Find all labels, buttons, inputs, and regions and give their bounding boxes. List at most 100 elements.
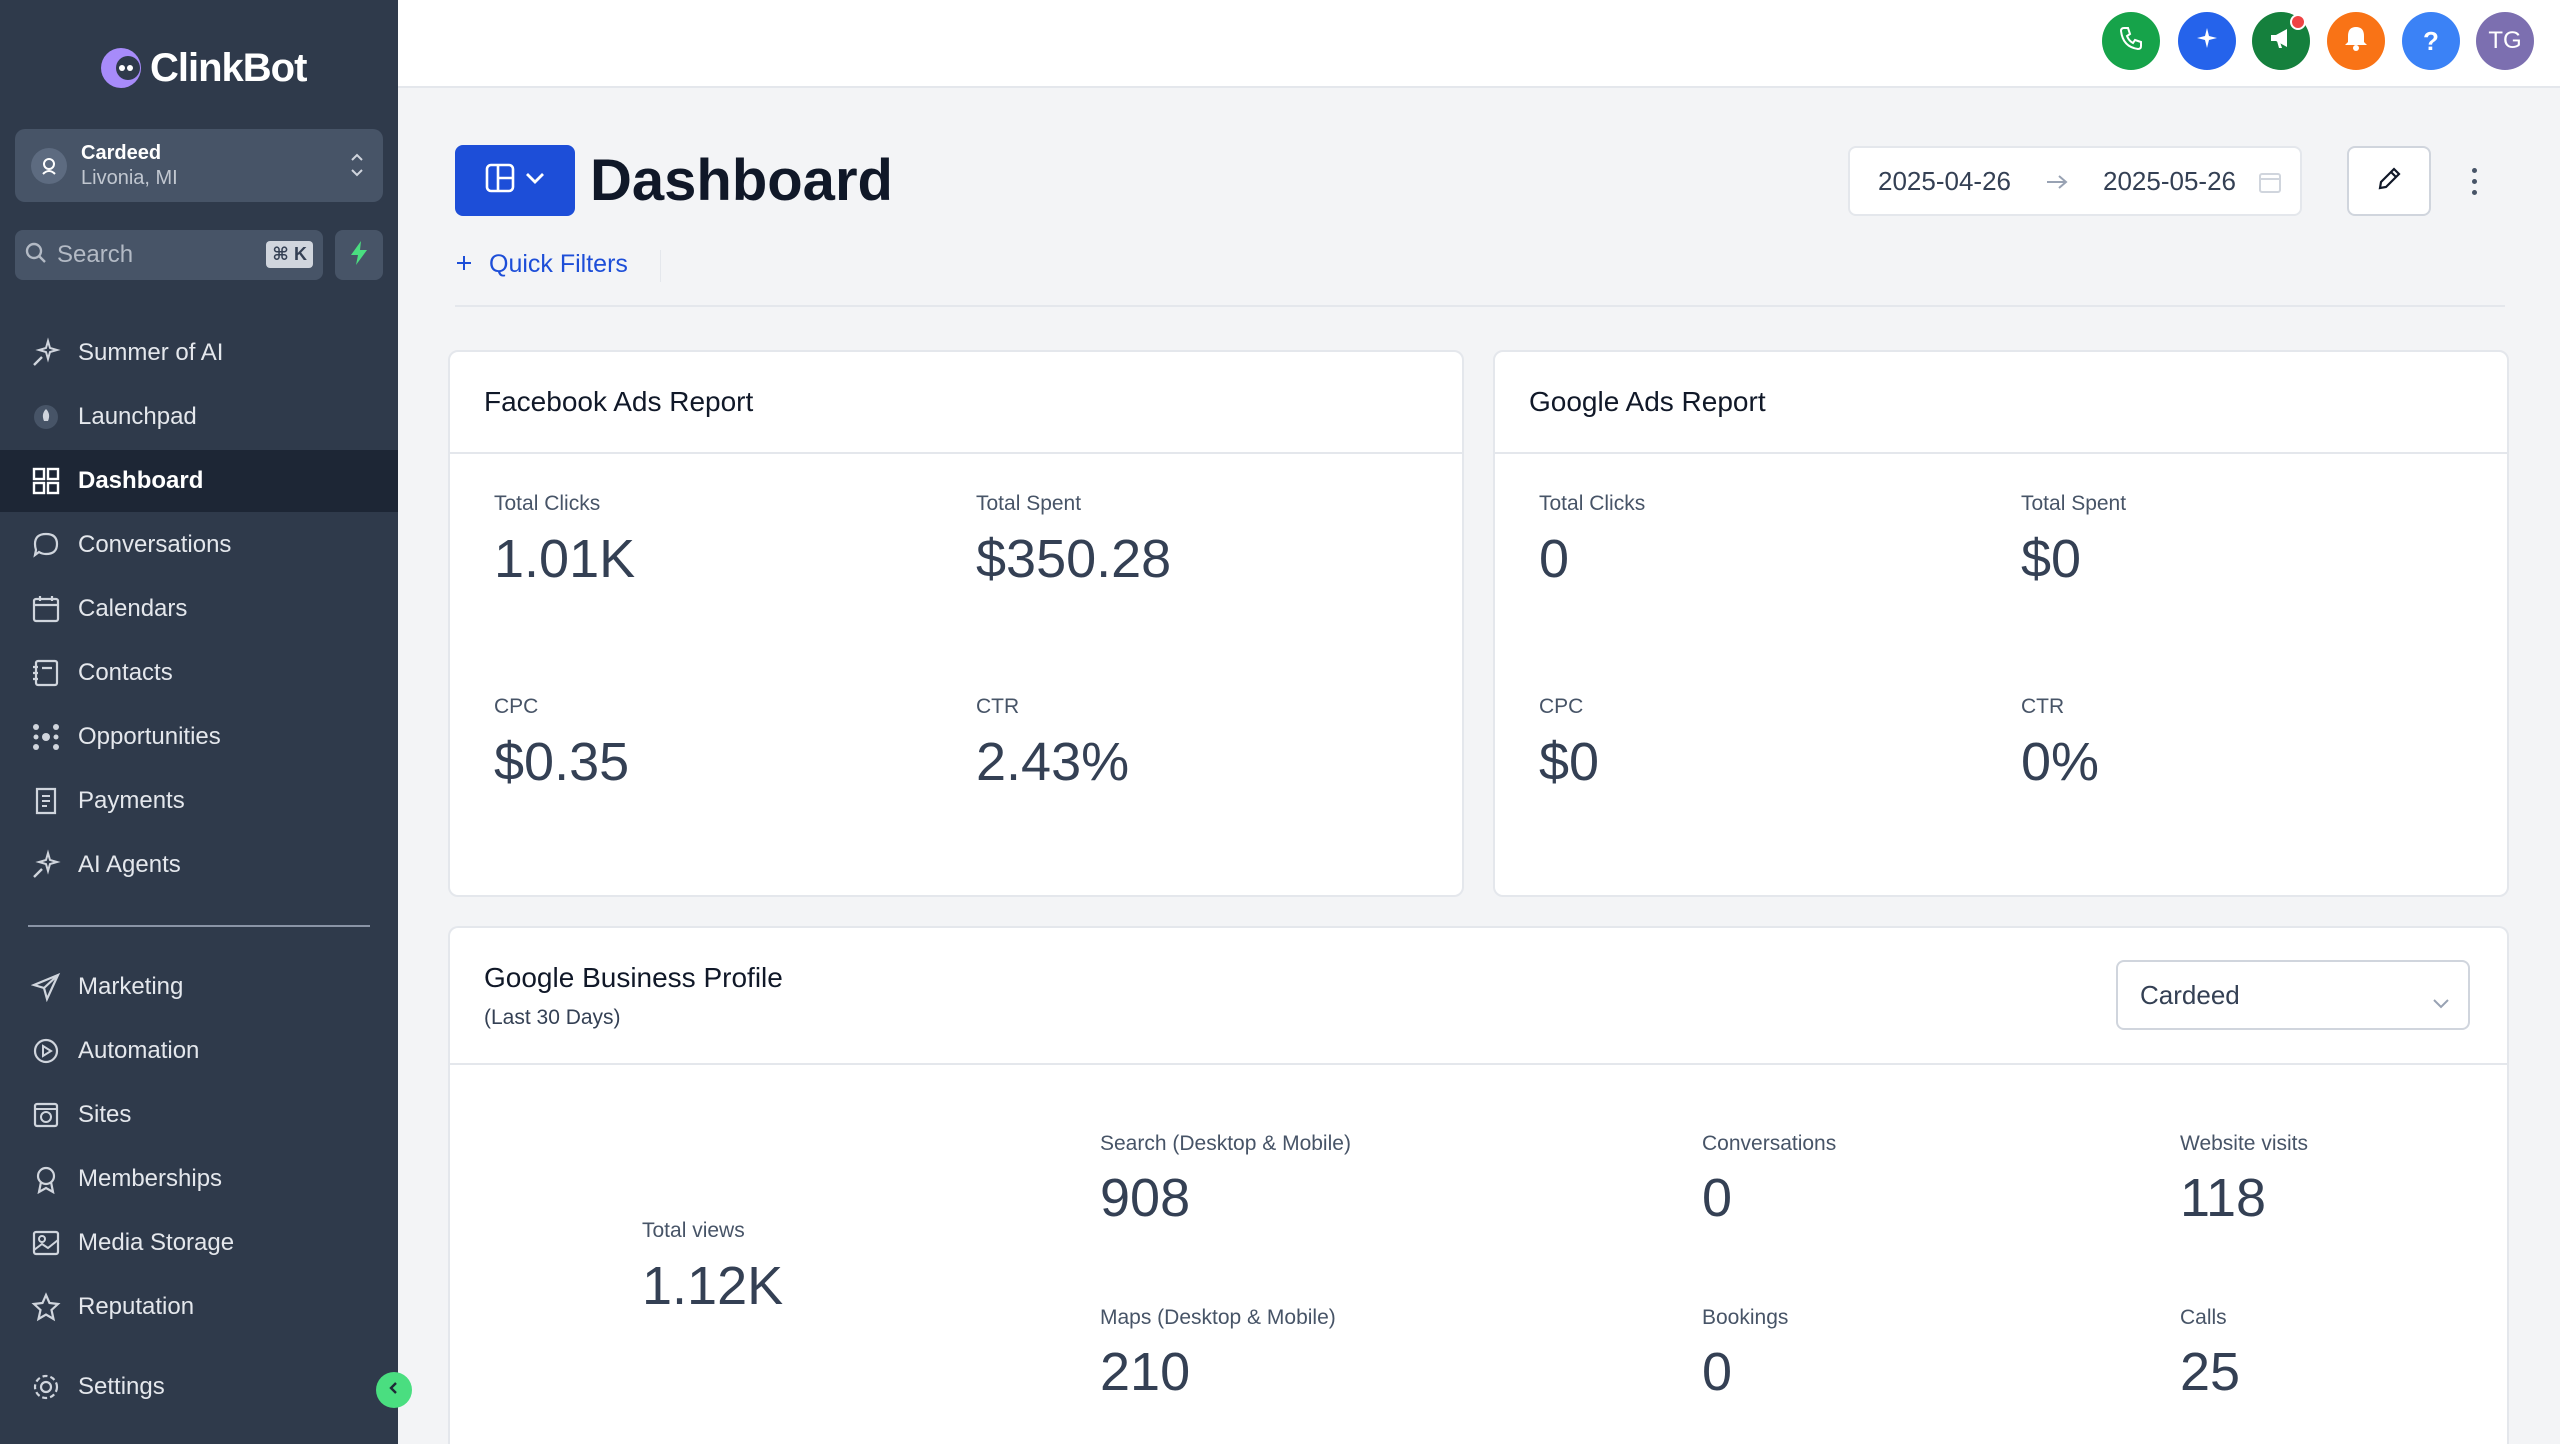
sidebar-item-label: Sites [78, 1101, 132, 1128]
sidebar-item-label: AI Agents [78, 851, 181, 878]
metric-value: 0 [1702, 1168, 1733, 1228]
filters-divider [660, 250, 661, 282]
sidebar-item-label: Dashboard [78, 467, 204, 494]
lightning-icon [348, 240, 370, 271]
sidebar-item-settings[interactable]: Settings [0, 1356, 398, 1418]
header-divider [455, 305, 2505, 307]
calendar-icon [2258, 170, 2282, 201]
quick-filters-label: Quick Filters [489, 250, 628, 278]
metric-label: Website visits [2180, 1132, 2308, 1155]
account-name: Cardeed [81, 141, 162, 164]
sidebar-item-label: Summer of AI [78, 339, 224, 366]
gear-icon [28, 1369, 64, 1405]
nav-divider [28, 925, 370, 927]
sidebar-item-contacts[interactable]: Contacts [0, 642, 398, 704]
sidebar-item-media-storage[interactable]: Media Storage [0, 1212, 398, 1274]
collapse-sidebar-button[interactable] [376, 1372, 412, 1408]
globe-icon [28, 1097, 64, 1133]
card-title: Facebook Ads Report [484, 386, 754, 417]
sidebar-item-label: Marketing [78, 973, 184, 1000]
metric-value: 25 [2180, 1342, 2241, 1402]
metric-value: $350.28 [976, 529, 1172, 589]
ai-assistant-button[interactable] [2178, 12, 2236, 70]
metric-value: 0 [1702, 1342, 1733, 1402]
quick-filters-button[interactable]: Quick Filters [455, 250, 628, 279]
account-switcher[interactable]: Cardeed Livonia, MI [15, 129, 383, 202]
contacts-icon [28, 655, 64, 691]
metric-value: 0% [2021, 732, 2100, 792]
card-subtitle: (Last 30 Days) [484, 1006, 621, 1029]
location-select[interactable]: Cardeed [2116, 960, 2470, 1030]
sidebar-item-reputation[interactable]: Reputation [0, 1276, 398, 1338]
quick-action-button[interactable] [335, 230, 383, 280]
receipt-icon [28, 783, 64, 819]
metric-label: CPC [494, 695, 539, 718]
metric-value: 1.01K [494, 529, 636, 589]
plus-icon [455, 250, 473, 279]
pencil-icon [2375, 165, 2403, 198]
metric-label: Calls [2180, 1306, 2227, 1329]
metric-value: $0 [1539, 732, 1600, 792]
sidebar-item-label: Contacts [78, 659, 173, 686]
announcements-button[interactable] [2252, 12, 2310, 70]
image-icon [28, 1225, 64, 1261]
google-ads-card: Google Ads Report Total Clicks 0 Total S… [1493, 350, 2509, 897]
avatar-initials: TG [2488, 27, 2522, 54]
metric-value: 2.43% [976, 732, 1130, 792]
metric-value: 1.12K [642, 1256, 784, 1316]
phone-button[interactable] [2102, 12, 2160, 70]
sidebar-item-marketing[interactable]: Marketing [0, 956, 398, 1018]
sidebar-item-memberships[interactable]: Memberships [0, 1148, 398, 1210]
google-business-profile-card: Google Business Profile (Last 30 Days) C… [448, 926, 2509, 1444]
notifications-button[interactable] [2327, 12, 2385, 70]
kebab-dot [2471, 189, 2477, 195]
sidebar-item-label: Reputation [78, 1293, 195, 1320]
sidebar-item-label: Opportunities [78, 723, 221, 750]
search-placeholder: Search [57, 241, 134, 268]
chevron-left-icon [386, 1380, 402, 1401]
card-divider [1495, 452, 2507, 454]
page-title: Dashboard [590, 148, 893, 213]
automation-icon [28, 1033, 64, 1069]
sidebar-item-label: Payments [78, 787, 185, 814]
card-title: Google Business Profile [484, 962, 783, 993]
card-divider [450, 452, 1462, 454]
sidebar-item-launchpad[interactable]: Launchpad [0, 386, 398, 448]
sidebar-item-conversations[interactable]: Conversations [0, 514, 398, 576]
dashboard-switcher-button[interactable] [455, 145, 575, 216]
metric-label: Conversations [1702, 1132, 1837, 1155]
sparkle-icon [28, 335, 64, 371]
facebook-ads-card: Facebook Ads Report Total Clicks 1.01K T… [448, 350, 1464, 897]
search-input[interactable]: Search ⌘ K [15, 230, 323, 280]
top-bar: ? TG [398, 0, 2560, 88]
sidebar-item-sites[interactable]: Sites [0, 1084, 398, 1146]
metric-value: 0 [1539, 529, 1570, 589]
award-icon [28, 1161, 64, 1197]
sidebar-item-calendars[interactable]: Calendars [0, 578, 398, 640]
sidebar-item-dashboard[interactable]: Dashboard [0, 450, 398, 512]
calendar-icon [28, 591, 64, 627]
sidebar-item-label: Calendars [78, 595, 188, 622]
date-range-picker[interactable]: 2025-04-26 2025-05-26 [1848, 146, 2302, 216]
star-icon [28, 1289, 64, 1325]
date-end: 2025-05-26 [2103, 165, 2236, 196]
sidebar-item-payments[interactable]: Payments [0, 770, 398, 832]
metric-label: Search (Desktop & Mobile) [1100, 1132, 1351, 1155]
metric-label: CTR [976, 695, 1020, 718]
brand-logo[interactable]: ClinkBot [96, 40, 307, 96]
sidebar-item-ai-agents[interactable]: AI Agents [0, 834, 398, 896]
edit-dashboard-button[interactable] [2347, 146, 2431, 216]
help-button[interactable]: ? [2402, 12, 2460, 70]
sidebar-item-label: Media Storage [78, 1229, 235, 1256]
sidebar-item-summer-of-ai[interactable]: Summer of AI [0, 322, 398, 384]
phone-icon [2118, 25, 2144, 58]
chat-icon [28, 527, 64, 563]
metric-label: CPC [1539, 695, 1584, 718]
sidebar-item-opportunities[interactable]: Opportunities [0, 706, 398, 768]
metric-label: Maps (Desktop & Mobile) [1100, 1306, 1336, 1329]
more-options-button[interactable] [2466, 160, 2482, 202]
sidebar-item-automation[interactable]: Automation [0, 1020, 398, 1082]
user-avatar[interactable]: TG [2476, 12, 2534, 70]
chevron-updown-icon [349, 149, 365, 186]
arrow-right-icon [2045, 166, 2069, 197]
